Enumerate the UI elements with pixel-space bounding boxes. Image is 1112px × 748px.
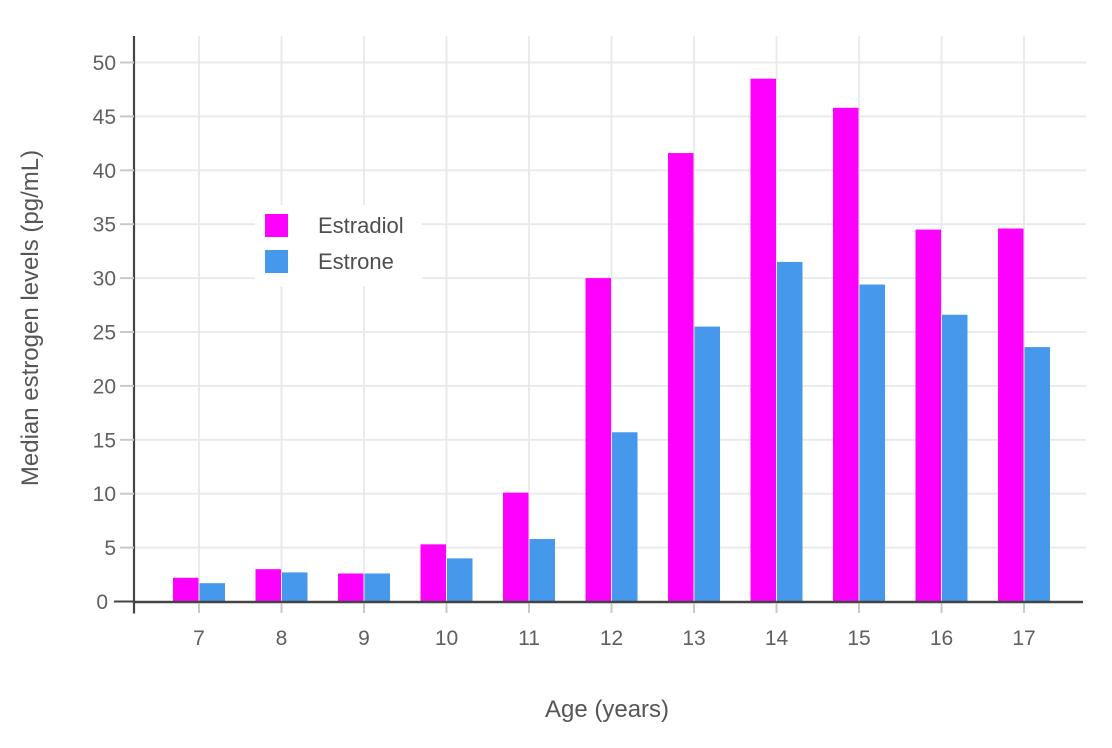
x-tick-label: 13 xyxy=(682,627,705,650)
bar-estradiol-age-12 xyxy=(585,278,611,602)
legend: Estradiol Estrone xyxy=(255,205,422,286)
y-tick-label: 30 xyxy=(93,268,116,291)
y-tick-label: 5 xyxy=(104,537,116,560)
y-tick-label: 15 xyxy=(93,429,116,452)
bar-estrone-age-8 xyxy=(282,572,308,602)
bar-estradiol-age-13 xyxy=(668,153,694,602)
y-tick-label: 10 xyxy=(93,483,116,506)
bar-estradiol-age-15 xyxy=(833,107,859,602)
bar-estrone-age-14 xyxy=(777,261,803,602)
bar-estradiol-age-8 xyxy=(255,569,281,602)
x-tick-label: 10 xyxy=(435,627,458,650)
y-axis-title: Median estrogen levels (pg/mL) xyxy=(17,149,44,487)
x-tick-label: 9 xyxy=(358,627,370,650)
x-tick-label: 17 xyxy=(1012,627,1035,650)
legend-item-estrone[interactable]: Estrone xyxy=(265,250,404,273)
bar-estrone-age-9 xyxy=(364,573,390,602)
estrone-swatch xyxy=(265,250,288,273)
legend-label-estrone: Estrone xyxy=(318,249,394,274)
y-tick-label: 40 xyxy=(93,160,116,183)
y-tick-label: 25 xyxy=(93,322,116,345)
y-tick-label: 0 xyxy=(96,591,108,614)
bar-estradiol-age-9 xyxy=(338,573,364,602)
bar-estradiol-age-11 xyxy=(503,492,529,602)
bar-estradiol-age-16 xyxy=(915,229,941,602)
y-tick-label: 45 xyxy=(93,106,116,129)
x-tick-label: 16 xyxy=(930,627,953,650)
estradiol-swatch xyxy=(265,214,288,237)
bar-estrone-age-11 xyxy=(529,538,555,602)
bar-estradiol-age-7 xyxy=(173,577,199,602)
y-tick-label: 50 xyxy=(93,52,116,75)
x-tick-label: 11 xyxy=(518,627,540,650)
x-tick-label: 7 xyxy=(193,627,205,650)
bar-estrone-age-7 xyxy=(199,583,225,602)
legend-item-estradiol[interactable]: Estradiol xyxy=(265,214,404,237)
bar-estradiol-age-10 xyxy=(420,544,446,602)
bar-estrone-age-12 xyxy=(612,432,638,602)
x-tick-label: 8 xyxy=(276,627,288,650)
bar-estrone-age-15 xyxy=(859,284,885,602)
bar-estradiol-age-14 xyxy=(750,78,776,602)
legend-label-estradiol: Estradiol xyxy=(318,213,404,238)
bar-estrone-age-16 xyxy=(942,314,968,602)
bar-estradiol-age-17 xyxy=(998,228,1024,602)
x-tick-label: 12 xyxy=(600,627,623,650)
x-tick-label: 14 xyxy=(765,627,789,650)
x-axis-title: Age (years) xyxy=(544,696,670,723)
bar-estrone-age-13 xyxy=(694,326,720,602)
bar-estrone-age-17 xyxy=(1024,347,1050,602)
x-tick-label: 15 xyxy=(847,627,870,650)
y-tick-label: 35 xyxy=(93,214,116,237)
y-tick-label: 20 xyxy=(93,375,116,398)
bar-estrone-age-10 xyxy=(447,558,473,602)
